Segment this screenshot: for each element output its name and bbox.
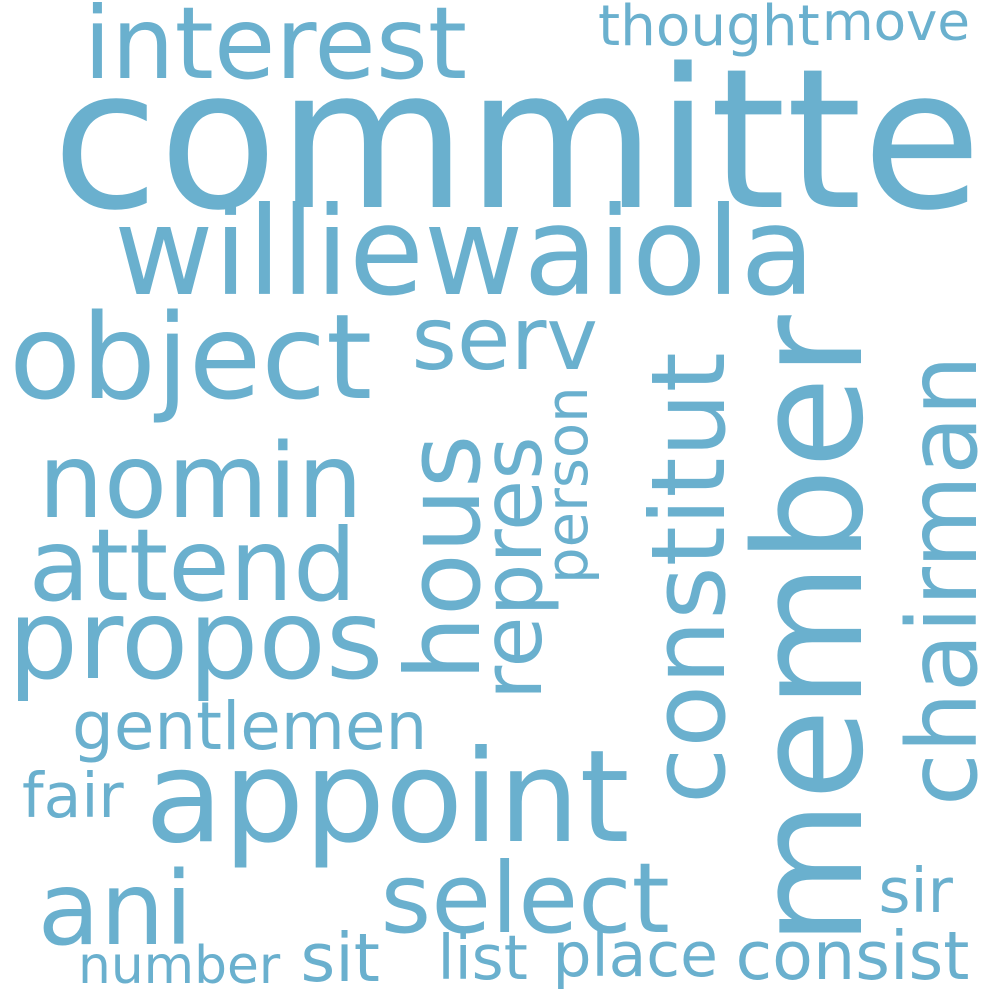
word-interest: interest	[83, 0, 468, 102]
word-serv: serv	[411, 287, 599, 390]
word-committe: committe	[52, 27, 982, 253]
word-move: move	[822, 0, 971, 53]
word-person: person	[532, 385, 601, 584]
word-gentlemen: gentlemen	[72, 688, 428, 765]
word-ani: ani	[37, 850, 194, 969]
word-object: object	[9, 289, 373, 426]
word-attend: attend	[28, 507, 357, 624]
word-place: place	[552, 919, 718, 991]
word-fair: fair	[22, 760, 124, 832]
word-williewaiola: williewaiola	[114, 180, 815, 323]
word-number: number	[78, 936, 281, 996]
word-appoint: appoint	[145, 724, 630, 872]
word-nomin: nomin	[38, 421, 364, 542]
word-sir: sir	[878, 855, 953, 927]
word-list: list	[437, 922, 528, 994]
word-sit: sit	[300, 918, 380, 997]
word-member: member	[722, 314, 897, 946]
word-constitut: constitut	[629, 352, 749, 804]
word-thought: thought	[598, 0, 820, 59]
word-select: select	[380, 841, 670, 955]
word-chairman: chairman	[886, 354, 999, 806]
word-propos: propos	[8, 577, 384, 705]
word-consist: consist	[735, 916, 970, 995]
